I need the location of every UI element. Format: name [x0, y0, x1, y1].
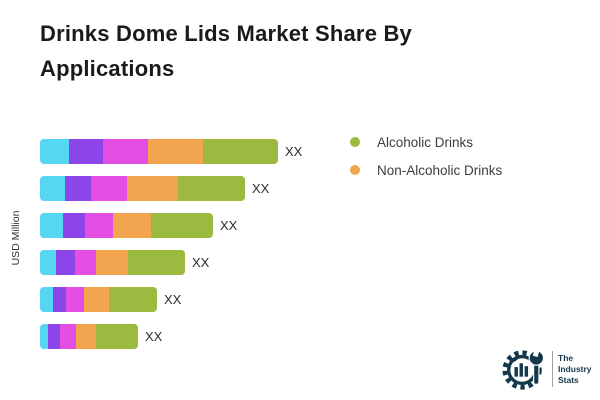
bar-segment[interactable]	[103, 139, 148, 164]
bar-segment[interactable]	[91, 176, 127, 201]
bar-value-label: XX	[145, 329, 163, 344]
bar-row: XX	[40, 213, 302, 238]
bar-segment[interactable]	[85, 213, 113, 238]
bar-segment[interactable]	[75, 250, 96, 275]
bar-segment[interactable]	[40, 139, 69, 164]
bar-segment[interactable]	[128, 250, 185, 275]
bar-value-label: XX	[285, 144, 303, 159]
bar-row: XX	[40, 176, 302, 201]
bar-value-label: XX	[220, 218, 238, 233]
bar-segment[interactable]	[40, 250, 56, 275]
legend: Alcoholic Drinks Non-Alcoholic Drinks	[350, 133, 502, 179]
bar-segment[interactable]	[40, 287, 53, 312]
bar-row: XX	[40, 287, 302, 312]
logo-text: The Industry Stats	[558, 353, 592, 386]
legend-item[interactable]: Non-Alcoholic Drinks	[350, 161, 502, 179]
bar-segment[interactable]	[56, 250, 75, 275]
bar-segment[interactable]	[96, 324, 138, 349]
bar-segment[interactable]	[113, 213, 151, 238]
bar-segment[interactable]	[60, 324, 76, 349]
stacked-bar[interactable]	[40, 213, 213, 238]
bar-segment[interactable]	[96, 250, 128, 275]
bar-segment[interactable]	[109, 287, 157, 312]
bar-value-label: XX	[164, 292, 182, 307]
legend-dot-icon	[350, 165, 360, 175]
bar-value-label: XX	[252, 181, 270, 196]
logo-divider	[552, 351, 553, 387]
chart-title: Drinks Dome Lids Market Share By Applica…	[40, 21, 412, 81]
bar-row: XX	[40, 139, 302, 164]
gear-wrench-icon	[502, 347, 545, 390]
bar-segment[interactable]	[69, 139, 103, 164]
bar-segment[interactable]	[40, 213, 63, 238]
bar-segment[interactable]	[76, 324, 96, 349]
bar-row: XX	[40, 324, 302, 349]
bar-segment[interactable]	[148, 139, 203, 164]
legend-dot-icon	[350, 137, 360, 147]
y-axis-label: USD Million	[10, 210, 22, 266]
bar-segment[interactable]	[65, 176, 91, 201]
stacked-bar[interactable]	[40, 176, 245, 201]
stacked-bar[interactable]	[40, 324, 138, 349]
stacked-bar[interactable]	[40, 250, 185, 275]
legend-label: Non-Alcoholic Drinks	[377, 162, 503, 178]
bar-segment[interactable]	[40, 176, 65, 201]
bar-segment[interactable]	[203, 139, 278, 164]
bar-row: XX	[40, 250, 302, 275]
bar-segment[interactable]	[66, 287, 84, 312]
bar-segment[interactable]	[40, 324, 48, 349]
bar-segment[interactable]	[84, 287, 109, 312]
bar-segment[interactable]	[48, 324, 60, 349]
legend-item[interactable]: Alcoholic Drinks	[350, 133, 502, 151]
brand-logo: The Industry Stats	[502, 345, 592, 393]
bar-chart-area: XX XX XX XX XX XX	[40, 139, 302, 349]
bar-value-label: XX	[192, 255, 210, 270]
bar-segment[interactable]	[151, 213, 213, 238]
bar-segment[interactable]	[53, 287, 66, 312]
logo-line-3: Stats	[558, 374, 579, 385]
bar-segment[interactable]	[63, 213, 85, 238]
logo-line-2: Industry	[558, 363, 592, 374]
stacked-bar[interactable]	[40, 287, 157, 312]
bar-segment[interactable]	[178, 176, 245, 201]
bar-segment[interactable]	[127, 176, 178, 201]
logo-line-1: The	[558, 352, 574, 363]
stacked-bar[interactable]	[40, 139, 278, 164]
legend-label: Alcoholic Drinks	[377, 134, 474, 150]
